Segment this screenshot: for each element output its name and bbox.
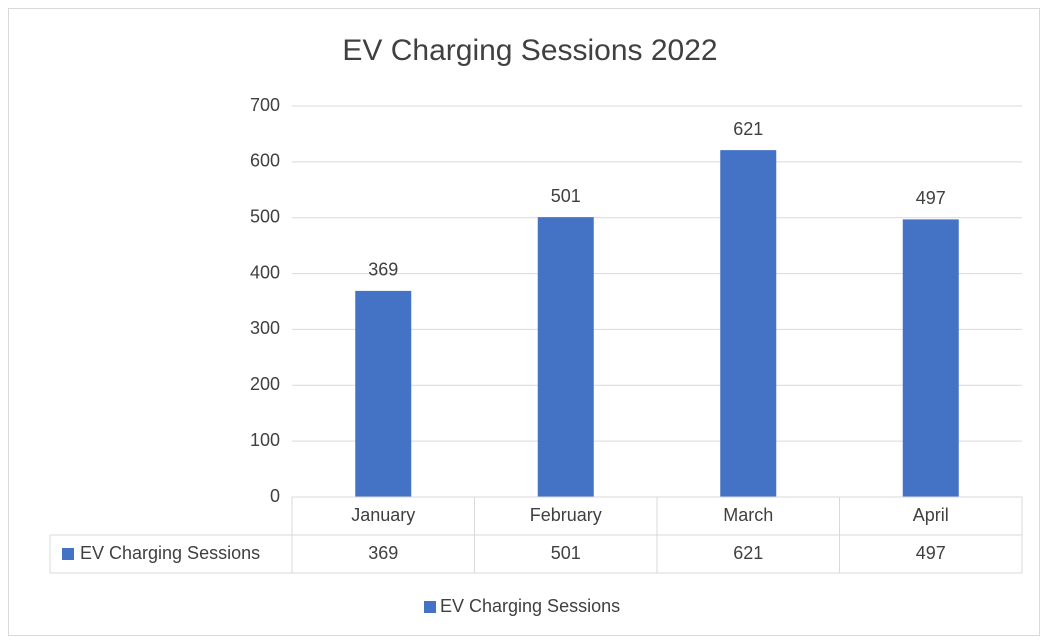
table-value: 369 bbox=[368, 543, 398, 563]
table-legend-key bbox=[62, 548, 74, 560]
y-tick-label: 700 bbox=[250, 95, 280, 115]
y-tick-label: 0 bbox=[270, 486, 280, 506]
data-label: 497 bbox=[916, 188, 946, 208]
x-tick-label: February bbox=[530, 505, 602, 525]
y-tick-label: 600 bbox=[250, 151, 280, 171]
data-label: 369 bbox=[368, 260, 398, 280]
y-tick-label: 200 bbox=[250, 374, 280, 394]
chart-title: EV Charging Sessions 2022 bbox=[342, 34, 717, 67]
legend-key bbox=[424, 601, 436, 613]
data-label: 621 bbox=[733, 119, 763, 139]
bar bbox=[902, 219, 959, 497]
chart-border bbox=[8, 8, 1040, 636]
y-tick-label: 100 bbox=[250, 430, 280, 450]
legend-label: EV Charging Sessions bbox=[440, 596, 620, 616]
bar bbox=[355, 290, 412, 497]
x-tick-label: January bbox=[351, 505, 415, 525]
y-tick-label: 300 bbox=[250, 318, 280, 338]
data-label: 501 bbox=[551, 186, 581, 206]
table-series-name: EV Charging Sessions bbox=[80, 543, 260, 563]
y-tick-label: 500 bbox=[250, 206, 280, 226]
x-tick-label: April bbox=[913, 505, 949, 525]
table-value: 497 bbox=[916, 543, 946, 563]
table-value: 501 bbox=[551, 543, 581, 563]
y-tick-label: 400 bbox=[250, 262, 280, 282]
x-tick-label: March bbox=[723, 505, 773, 525]
table-value: 621 bbox=[733, 543, 763, 563]
bar bbox=[720, 150, 777, 497]
bar bbox=[537, 217, 594, 498]
